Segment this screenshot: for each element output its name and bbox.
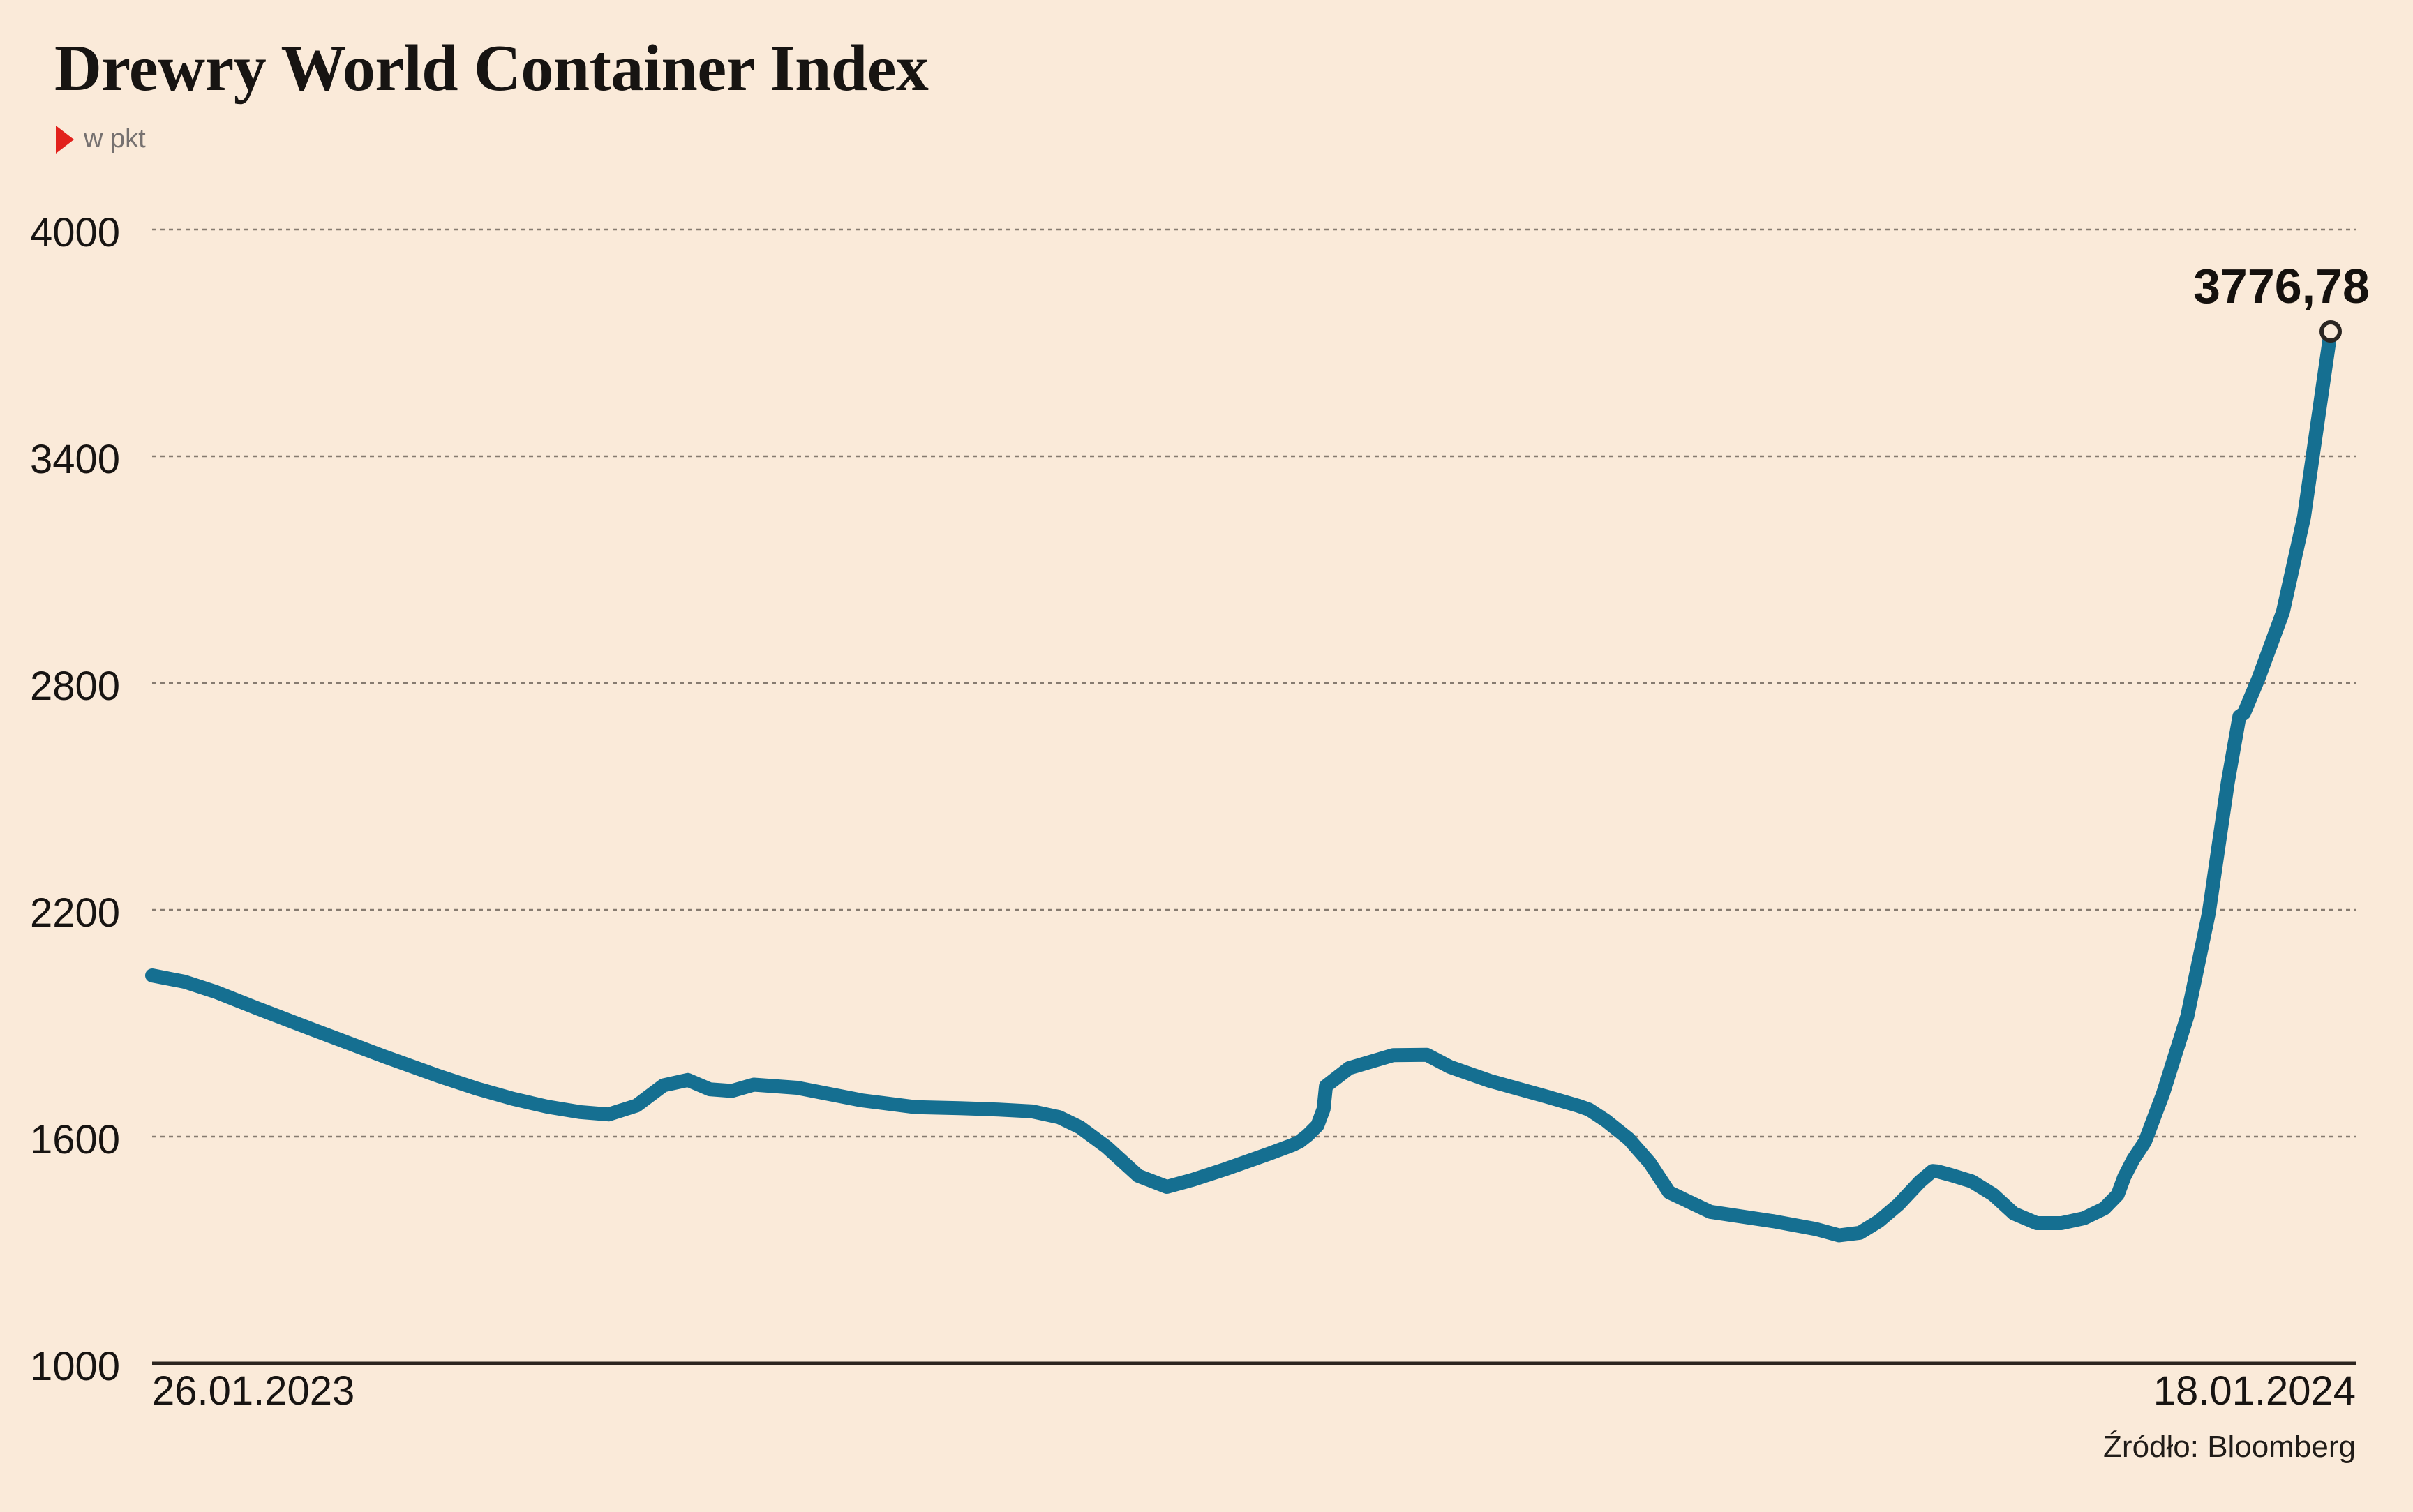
svg-text:26.01.2023: 26.01.2023 (152, 1368, 354, 1414)
svg-text:3776,78: 3776,78 (2193, 259, 2370, 313)
svg-text:2800: 2800 (30, 664, 120, 709)
svg-text:1600: 1600 (30, 1117, 120, 1162)
svg-text:1000: 1000 (30, 1344, 120, 1389)
svg-text:4000: 4000 (30, 210, 120, 255)
svg-text:Źródło: Bloomberg: Źródło: Bloomberg (2103, 1430, 2356, 1464)
svg-text:2200: 2200 (30, 890, 120, 936)
svg-text:3400: 3400 (30, 437, 120, 482)
svg-text:18.01.2024: 18.01.2024 (2153, 1368, 2356, 1414)
